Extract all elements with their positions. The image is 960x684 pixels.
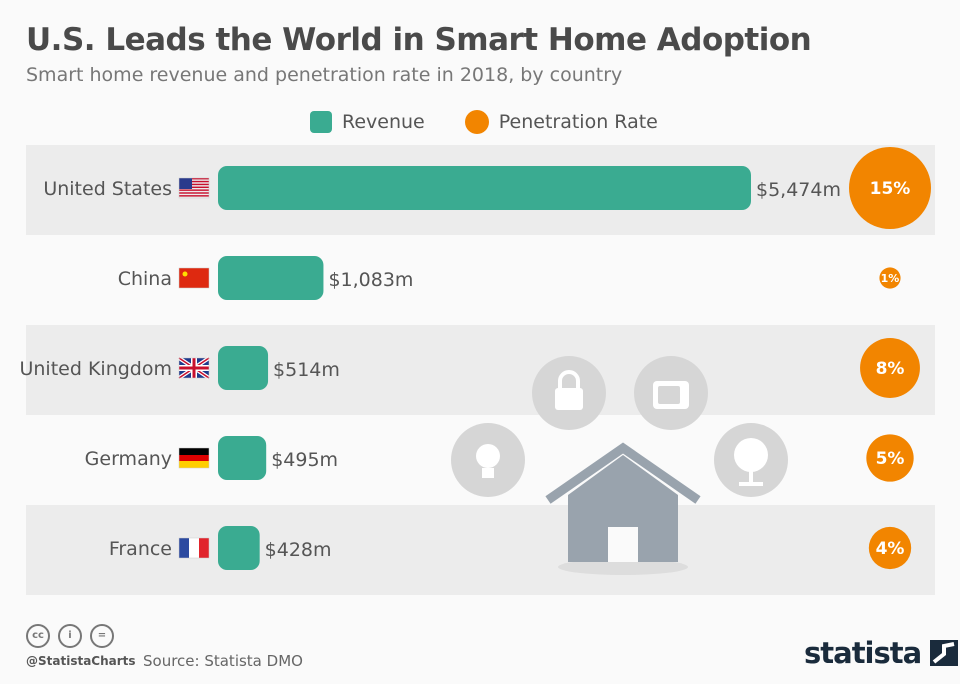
- flag-icon: [179, 448, 209, 468]
- country-label: Germany: [85, 448, 172, 470]
- flag-icon: [179, 538, 209, 558]
- revenue-label: $1,083m: [328, 269, 413, 291]
- row-band: [26, 325, 935, 415]
- lock-icon: [532, 356, 606, 430]
- legend-penetration-label: Penetration Rate: [498, 111, 658, 133]
- penetration-circle: [849, 147, 931, 229]
- penetration-label: 5%: [876, 449, 905, 469]
- footer-handle: @StatistaCharts: [26, 654, 136, 668]
- revenue-bar: [218, 436, 267, 480]
- legend-revenue: Revenue: [310, 111, 425, 133]
- revenue-bar: [218, 256, 324, 300]
- revenue-label: $514m: [273, 359, 340, 381]
- revenue-label: $495m: [271, 449, 338, 471]
- tv-icon: [634, 356, 708, 430]
- penetration-circle: [866, 434, 914, 482]
- revenue-bar: [218, 166, 751, 210]
- country-label: United States: [43, 178, 172, 200]
- penetration-label: 8%: [876, 359, 905, 379]
- revenue-bar: [218, 526, 260, 570]
- penetration-label: 15%: [870, 179, 911, 199]
- penetration-label: 4%: [876, 539, 905, 559]
- country-label: United Kingdom: [19, 358, 172, 380]
- flag-icon: [177, 356, 211, 380]
- chart-title: U.S. Leads the World in Smart Home Adopt…: [26, 22, 812, 58]
- penetration-label: 1%: [881, 272, 900, 285]
- row-band: [26, 505, 935, 595]
- legend: Revenue Penetration Rate: [310, 110, 658, 134]
- revenue-swatch: [310, 111, 332, 133]
- penetration-swatch: [464, 110, 489, 134]
- penetration-circle: [879, 267, 901, 289]
- statista-logo: statista: [804, 636, 959, 670]
- no-derivatives-icon: =: [90, 624, 114, 648]
- fan-icon: [714, 423, 788, 497]
- penetration-circle: [860, 338, 920, 398]
- revenue-label: $428m: [265, 539, 332, 561]
- legend-revenue-label: Revenue: [342, 111, 425, 133]
- country-label: China: [118, 268, 172, 290]
- bulb-icon: [451, 423, 525, 497]
- chart-subtitle: Smart home revenue and penetration rate …: [26, 64, 623, 86]
- statista-logo-icon: [930, 640, 959, 666]
- flag-icon: [179, 268, 209, 288]
- cc-icon: cc: [26, 624, 50, 648]
- revenue-label: $5,474m: [756, 179, 841, 201]
- penetration-circle: [868, 526, 912, 570]
- footer-source: Source: Statista DMO: [143, 652, 303, 670]
- revenue-bar: [218, 346, 269, 390]
- legend-penetration: Penetration Rate: [464, 110, 658, 134]
- smart-home-illustration: [451, 356, 788, 575]
- country-label: France: [109, 538, 172, 560]
- attribution-icon: i: [58, 624, 82, 648]
- flag-icon: [179, 178, 209, 197]
